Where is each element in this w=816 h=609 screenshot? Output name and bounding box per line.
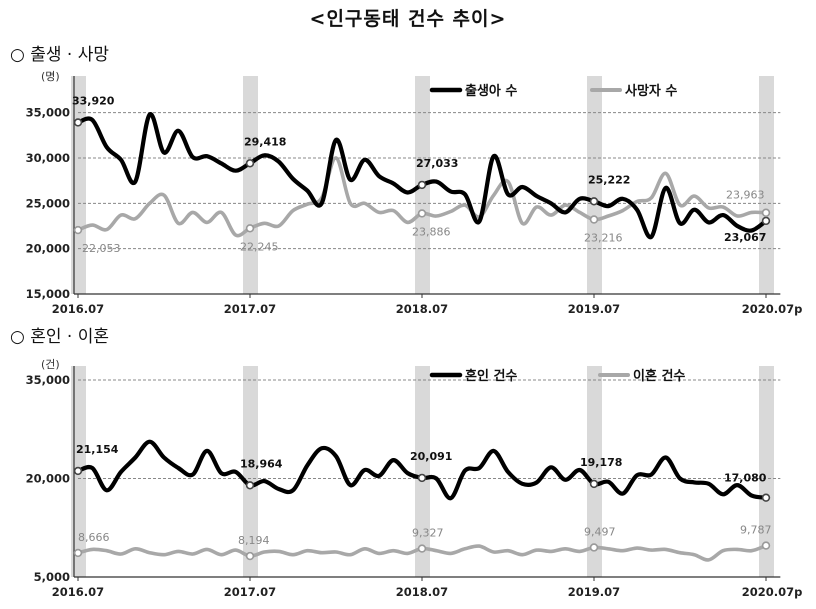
data-point-marker	[417, 209, 427, 218]
data-point-marker	[417, 544, 427, 553]
legend-label: 혼인 건수	[465, 368, 517, 384]
data-label: 8,666	[78, 531, 110, 544]
y-tick-label: 25,000	[26, 196, 70, 210]
page-title: <인구동태 건수 추이>	[309, 8, 507, 30]
highlight-band	[71, 76, 86, 294]
legend-label: 사망자 수	[625, 83, 677, 99]
highlight-band	[415, 366, 430, 577]
y-tick-label: 5,000	[34, 570, 70, 584]
data-label: 9,497	[584, 525, 616, 538]
data-label: 23,067	[724, 231, 766, 244]
x-tick-label: 2019.07	[568, 585, 620, 599]
data-label: 17,080	[724, 472, 767, 485]
x-tick-label: 2017.07	[224, 302, 276, 316]
data-point-marker	[761, 493, 771, 502]
data-point-marker	[73, 225, 83, 235]
data-label: 20,091	[410, 450, 452, 463]
data-point-marker	[761, 541, 771, 550]
data-label: 29,418	[244, 135, 286, 148]
highlight-band	[759, 366, 774, 577]
highlight-band	[587, 366, 602, 577]
x-tick-label: 2016.07	[52, 302, 104, 316]
data-point-marker	[73, 118, 83, 127]
data-label: 27,033	[416, 157, 458, 170]
data-label: 23,216	[584, 232, 623, 245]
data-label: 9,787	[740, 524, 772, 537]
data-label: 22,245	[240, 240, 279, 253]
x-tick-label: 2019.07	[568, 302, 620, 316]
data-point-marker	[73, 466, 83, 476]
highlight-band	[243, 366, 258, 577]
data-label: 22,053	[82, 242, 121, 255]
x-tick-label: 2016.07	[52, 585, 104, 599]
y-unit-label: (건)	[41, 358, 60, 371]
data-point-marker	[761, 208, 771, 217]
y-tick-label: 20,000	[26, 242, 70, 256]
data-label: 8,194	[238, 534, 270, 547]
data-label: 18,964	[240, 457, 283, 470]
legend-label: 출생아 수	[465, 83, 517, 99]
data-point-marker	[417, 473, 427, 483]
y-tick-label: 15,000	[26, 287, 70, 301]
data-point-marker	[417, 180, 427, 190]
highlight-band	[587, 76, 602, 294]
y-tick-label: 35,000	[26, 106, 70, 120]
y-unit-label: (명)	[41, 70, 60, 83]
data-point-marker	[589, 479, 599, 489]
x-tick-label: 2020.07p	[742, 302, 803, 316]
data-point-marker	[761, 216, 771, 226]
y-tick-label: 20,000	[26, 472, 70, 486]
data-label: 9,327	[412, 527, 444, 540]
highlight-band	[243, 76, 258, 294]
x-tick-label: 2020.07p	[742, 585, 803, 599]
data-point-marker	[245, 159, 255, 168]
y-tick-label: 35,000	[26, 373, 70, 387]
data-point-marker	[245, 481, 255, 490]
data-label: 23,963	[726, 189, 765, 202]
y-tick-label: 30,000	[26, 151, 70, 165]
highlight-band	[759, 76, 774, 294]
legend-label: 이혼 건수	[633, 368, 685, 384]
x-tick-label: 2017.07	[224, 585, 276, 599]
x-tick-label: 2018.07	[396, 302, 448, 316]
data-label: 33,920	[72, 94, 115, 107]
section-label-marriages-divorces: ○ 혼인 · 이혼	[10, 327, 110, 347]
data-label: 19,178	[580, 456, 622, 469]
data-point-marker	[589, 215, 599, 224]
x-tick-label: 2018.07	[396, 585, 448, 599]
data-point-marker	[245, 551, 255, 561]
data-label: 23,886	[412, 225, 451, 238]
section-label-births-deaths: ○ 출생 · 사망	[10, 45, 110, 65]
data-point-marker	[245, 224, 255, 233]
data-label: 21,154	[76, 443, 119, 456]
data-point-marker	[589, 543, 599, 552]
data-point-marker	[73, 548, 83, 558]
data-label: 25,222	[588, 173, 630, 186]
data-point-marker	[589, 197, 599, 206]
